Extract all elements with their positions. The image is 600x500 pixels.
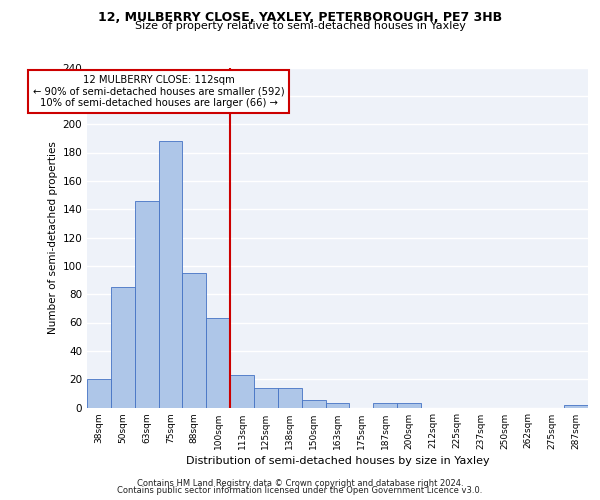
Text: 12, MULBERRY CLOSE, YAXLEY, PETERBOROUGH, PE7 3HB: 12, MULBERRY CLOSE, YAXLEY, PETERBOROUGH… [98, 11, 502, 24]
Bar [87, 379, 111, 408]
Bar [254, 388, 278, 407]
Bar [326, 403, 349, 407]
Y-axis label: Number of semi-detached properties: Number of semi-detached properties [48, 141, 58, 334]
Bar [278, 388, 302, 407]
Text: 12 MULBERRY CLOSE: 112sqm
← 90% of semi-detached houses are smaller (592)
10% of: 12 MULBERRY CLOSE: 112sqm ← 90% of semi-… [33, 74, 284, 108]
Text: Size of property relative to semi-detached houses in Yaxley: Size of property relative to semi-detach… [134, 21, 466, 31]
Text: Contains public sector information licensed under the Open Government Licence v3: Contains public sector information licen… [118, 486, 482, 495]
Bar [158, 141, 182, 407]
Bar [135, 200, 158, 408]
X-axis label: Distribution of semi-detached houses by size in Yaxley: Distribution of semi-detached houses by … [185, 456, 490, 466]
Bar [230, 375, 254, 408]
Bar [206, 318, 230, 408]
Bar [302, 400, 326, 407]
Bar [397, 403, 421, 407]
Text: Contains HM Land Registry data © Crown copyright and database right 2024.: Contains HM Land Registry data © Crown c… [137, 478, 463, 488]
Bar [564, 404, 588, 407]
Bar [182, 273, 206, 407]
Bar [373, 403, 397, 407]
Bar [111, 287, 135, 408]
